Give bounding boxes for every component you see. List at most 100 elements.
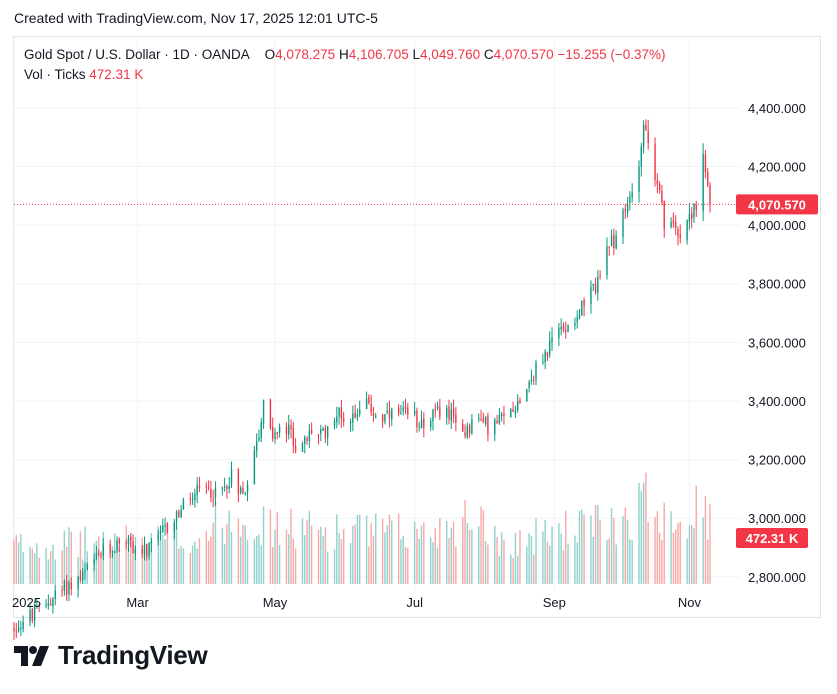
candle-body — [452, 408, 455, 416]
candle-body — [707, 172, 709, 186]
volume-bar — [487, 544, 489, 584]
volume-bar — [258, 534, 260, 584]
x-tick-label: Mar — [126, 595, 149, 610]
candle-body — [100, 553, 102, 556]
candle-body — [690, 213, 693, 219]
candle-body — [432, 409, 434, 422]
volume-bar — [565, 510, 567, 584]
volume-bar — [514, 532, 517, 584]
candle-body — [624, 209, 626, 211]
volume-bar — [285, 529, 288, 584]
candle-body — [20, 627, 22, 629]
tradingview-logo-icon — [14, 645, 49, 666]
candle-body — [15, 630, 17, 632]
candle-body — [562, 325, 565, 331]
candle-body — [407, 407, 409, 415]
candle-body — [310, 429, 313, 434]
candle-body — [372, 413, 375, 416]
candle-body — [381, 414, 384, 422]
volume-bar — [278, 544, 281, 584]
volume-bar — [13, 539, 15, 584]
volume-bar — [326, 551, 329, 584]
candle-body — [503, 413, 505, 416]
candle-body — [118, 538, 121, 544]
volume-bar — [368, 546, 370, 584]
volume-bar — [384, 532, 386, 584]
candle-body — [230, 469, 233, 485]
volume-bar — [324, 527, 327, 584]
candle-body — [262, 400, 265, 424]
last-price-tag — [736, 194, 818, 215]
volume-bar — [207, 540, 210, 584]
volume-bar — [674, 529, 677, 584]
candle-body — [370, 403, 372, 413]
candle-body — [354, 412, 356, 418]
y-tick-label: 4,000.000 — [748, 218, 806, 233]
volume-bar — [608, 538, 610, 584]
candle-body — [402, 407, 404, 412]
volume-bar — [336, 514, 338, 584]
volume-bar — [45, 548, 47, 584]
candle-body — [510, 409, 512, 418]
volume-bar — [574, 535, 576, 584]
volume-bar — [640, 491, 643, 584]
candle-body — [583, 299, 585, 306]
volume-bar — [65, 546, 68, 584]
candle-body — [52, 598, 54, 607]
candle-body — [558, 327, 560, 339]
volume-bar — [132, 554, 134, 584]
candle-body — [645, 124, 647, 131]
ohlc-legend: Gold Spot / U.S. Dollar · 1D · OANDA O4,… — [24, 45, 666, 65]
volume-bar — [79, 531, 82, 584]
volume-bar — [661, 539, 663, 584]
candle-body — [322, 428, 324, 431]
candle-body — [629, 196, 631, 204]
candle-body — [549, 340, 551, 355]
candle-body — [526, 389, 528, 402]
volume-bar — [162, 534, 164, 584]
candle-body — [54, 589, 56, 599]
candle-body — [356, 414, 359, 417]
candle-body — [446, 407, 448, 418]
volume-bar — [17, 542, 20, 584]
candle-body — [22, 622, 24, 630]
volume-bar — [77, 556, 79, 584]
volume-bar — [695, 485, 697, 584]
volume-bar — [423, 522, 425, 584]
volume-bar — [542, 531, 544, 584]
volume-bar — [610, 507, 613, 584]
volume-bar — [114, 533, 116, 584]
volume-bar — [567, 543, 569, 584]
volume-bar — [276, 511, 278, 584]
volume-bar — [535, 518, 537, 584]
volume-bar — [301, 518, 304, 584]
volume-label[interactable]: Vol · Ticks — [24, 67, 86, 82]
candle-body — [610, 236, 613, 246]
volume-bar — [310, 525, 313, 584]
y-tick-label: 3,400.000 — [748, 394, 806, 409]
candle-body — [276, 432, 278, 434]
candle-body — [255, 441, 258, 452]
candle-body — [336, 416, 338, 423]
candle-body — [674, 222, 677, 228]
candle-body — [462, 424, 464, 432]
volume-bar — [462, 516, 464, 584]
candle-body — [468, 425, 471, 434]
candle-body — [210, 489, 212, 498]
tradingview-logo[interactable]: TradingView — [14, 640, 208, 671]
candle-body — [242, 487, 244, 494]
volume-bar — [510, 554, 512, 584]
volume-bar — [594, 505, 597, 584]
symbol-label[interactable]: Gold Spot / U.S. Dollar · 1D · OANDA — [24, 47, 250, 62]
volume-bar — [70, 531, 72, 584]
volume-bar — [189, 553, 191, 584]
candle-body — [308, 430, 311, 441]
candle-body — [670, 221, 672, 228]
candle-body — [301, 443, 304, 452]
candle-body — [576, 317, 578, 323]
volume-bar — [645, 472, 647, 584]
volume-bar — [194, 541, 196, 584]
close-value: 4,070.570 — [493, 47, 554, 62]
candle-body — [340, 407, 343, 419]
